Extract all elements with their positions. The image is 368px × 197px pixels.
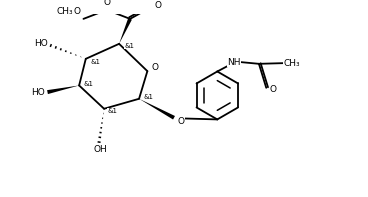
Text: &1: &1 <box>107 108 117 114</box>
Text: NH: NH <box>227 58 241 67</box>
Text: OH: OH <box>94 145 107 154</box>
Text: O: O <box>177 117 184 126</box>
Text: HO: HO <box>35 39 48 48</box>
Text: &1: &1 <box>84 82 93 87</box>
Text: CH₃: CH₃ <box>284 59 301 68</box>
Text: &1: &1 <box>124 43 134 48</box>
Text: &1: &1 <box>144 94 153 100</box>
Text: &1: &1 <box>91 59 101 65</box>
Polygon shape <box>139 99 175 120</box>
Text: O: O <box>103 0 110 7</box>
Text: O: O <box>151 63 158 72</box>
Text: O: O <box>74 7 81 16</box>
Text: CH₃: CH₃ <box>57 7 74 16</box>
Polygon shape <box>47 85 79 94</box>
Text: O: O <box>269 85 276 94</box>
Text: O: O <box>155 1 162 10</box>
Polygon shape <box>119 18 132 44</box>
Text: HO: HO <box>31 88 45 97</box>
